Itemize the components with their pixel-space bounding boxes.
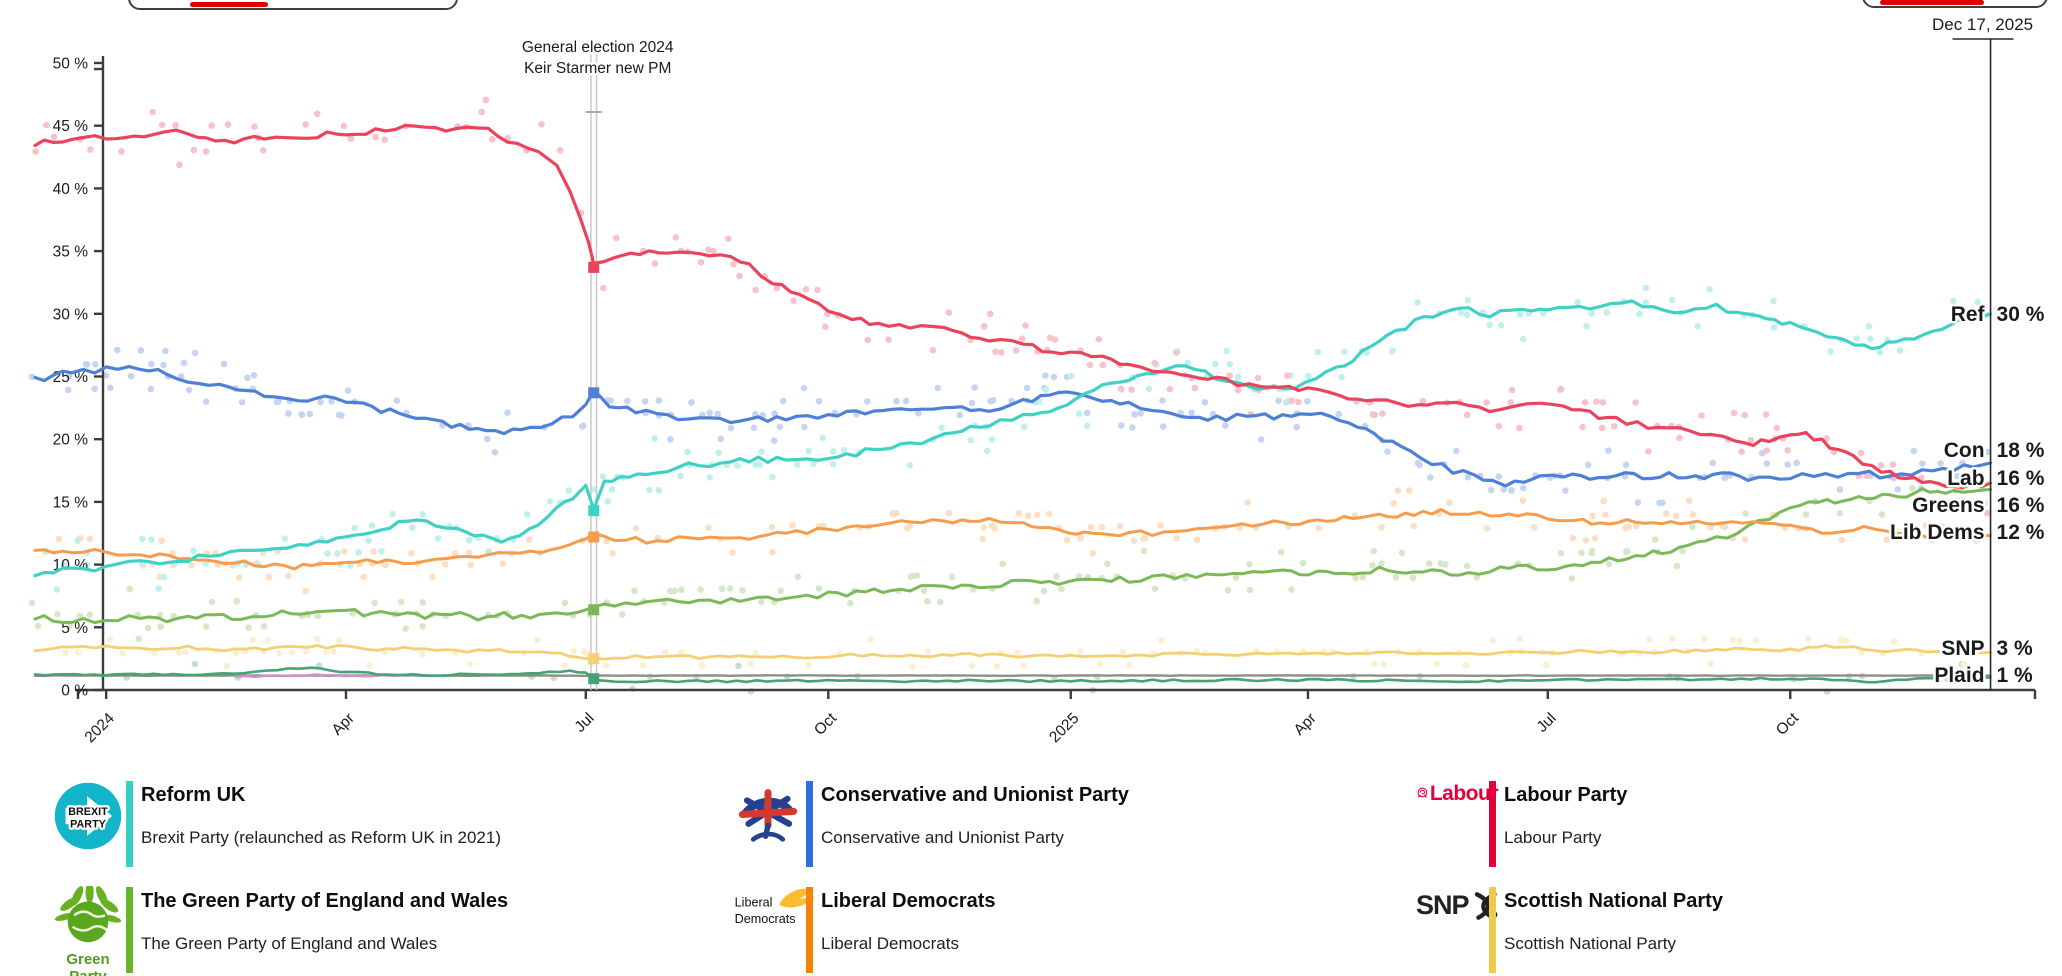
legend-title: The Green Party of England and Wales bbox=[141, 890, 509, 912]
legend-title: Scottish National Party bbox=[1504, 890, 1723, 912]
y-tick-label: 40 % bbox=[53, 181, 89, 198]
election-result-marker-con bbox=[588, 387, 600, 399]
x-tick-label: Apr bbox=[1291, 710, 1320, 739]
y-tick-label: 0 % bbox=[61, 683, 88, 700]
libdem-logo: Liberal Democrats bbox=[733, 886, 817, 976]
end-label-value-libdems: 12 % bbox=[1997, 521, 2045, 544]
conservative-tree-logo bbox=[733, 780, 803, 870]
legend-color-bar bbox=[1489, 781, 1496, 867]
y-tick-label: 50 % bbox=[53, 56, 89, 73]
end-label-name-libdems: Lib Dems bbox=[1890, 521, 1985, 544]
end-label-name-greens: Greens bbox=[1912, 494, 1984, 517]
end-label-name-plaid: Plaid bbox=[1934, 664, 1984, 687]
snp-wordmark: SNP bbox=[1416, 890, 1470, 920]
end-label-name-snp: SNP bbox=[1941, 637, 1984, 660]
series-line-greens bbox=[33, 487, 1992, 625]
x-tick-label: Jul bbox=[1534, 710, 1560, 736]
libdem-wordmark: Democrats bbox=[735, 912, 796, 926]
legend-title: Reform UK bbox=[141, 784, 246, 806]
x-tick-label: Oct bbox=[811, 709, 841, 739]
legend-color-bar bbox=[1489, 887, 1496, 973]
legend-subtitle: Brexit Party (relaunched as Reform UK in… bbox=[141, 828, 501, 847]
green-party-logo: Green Party bbox=[53, 882, 123, 976]
labour-wordmark: Labour bbox=[1429, 782, 1499, 805]
end-label-value-reform: 30 % bbox=[1997, 303, 2045, 326]
x-tick-label: 2025 bbox=[1046, 710, 1082, 746]
legend-color-bar bbox=[126, 781, 133, 867]
legend-subtitle: Conservative and Unionist Party bbox=[821, 828, 1064, 847]
active-tab-indicator bbox=[1880, 0, 1984, 5]
series-line-lab bbox=[33, 123, 1993, 490]
y-tick-label: 15 % bbox=[53, 494, 89, 511]
y-tick-label: 20 % bbox=[53, 432, 89, 449]
snp-logo: SNP bbox=[1416, 886, 1500, 976]
labour-rose-icon bbox=[1417, 787, 1428, 798]
legend-item-greens[interactable]: Green Party The Green Party of England a… bbox=[53, 882, 708, 976]
election-result-marker-greens bbox=[588, 604, 600, 616]
legend-item-labour[interactable]: Labour Labour Party Labour Party bbox=[1416, 780, 2062, 874]
y-tick-label: 45 % bbox=[53, 118, 89, 135]
y-tick-label: 30 % bbox=[53, 306, 89, 323]
election-result-marker-reform bbox=[588, 505, 600, 517]
legend-item-reform[interactable]: BREXIT PARTY Reform UK Brexit Party (rel… bbox=[53, 780, 708, 874]
legend-title: Labour Party bbox=[1504, 784, 1628, 806]
legend-subtitle: The Green Party of England and Wales bbox=[141, 934, 438, 953]
brexit-party-logo: BREXIT PARTY bbox=[53, 780, 123, 870]
end-label-value-snp: 3 % bbox=[1997, 637, 2034, 660]
end-label-value-lab: 16 % bbox=[1997, 467, 2045, 490]
election-result-marker-plaid bbox=[588, 673, 600, 685]
election-marker-line bbox=[585, 47, 602, 690]
green-party-wordmark: Green Party bbox=[66, 951, 110, 976]
legend-color-bar bbox=[126, 887, 133, 973]
cursor-date-label: Dec 17, 2025 bbox=[1932, 15, 2033, 34]
polling-chart[interactable]: 0 %5 %10 %15 %20 %25 %30 %35 %40 %45 %50… bbox=[0, 0, 2062, 772]
legend-title: Liberal Democrats bbox=[821, 890, 996, 912]
end-label-name-lab: Lab bbox=[1947, 467, 1984, 490]
labour-logo: Labour bbox=[1416, 780, 1499, 870]
series-line-reform bbox=[33, 299, 1993, 578]
series-line-con bbox=[33, 365, 1993, 488]
legend-item-snp[interactable]: SNP Scottish National Party Scottish Nat… bbox=[1416, 886, 2062, 976]
legend-item-conservative[interactable]: Conservative and Unionist Party Conserva… bbox=[733, 780, 1388, 874]
legend-item-libdems[interactable]: Liberal Democrats Liberal Democrats Libe… bbox=[733, 886, 1388, 976]
libdem-wordmark: Liberal bbox=[735, 895, 773, 909]
series-line-libdems bbox=[33, 508, 1992, 571]
election-result-marker-snp bbox=[588, 653, 600, 665]
end-label-name-reform: Ref bbox=[1951, 303, 1986, 326]
y-tick-label: 5 % bbox=[61, 620, 88, 637]
active-tab-indicator bbox=[190, 2, 268, 7]
brexit-logo-text: PARTY bbox=[70, 819, 106, 831]
date-cursor-line bbox=[1952, 38, 2014, 690]
x-tick-label: Apr bbox=[329, 710, 358, 739]
end-label-value-plaid: 1 % bbox=[1997, 664, 2034, 687]
legend-subtitle: Scottish National Party bbox=[1504, 934, 1676, 953]
axes bbox=[75, 56, 2037, 699]
election-result-marker-libdems bbox=[588, 531, 600, 543]
end-label-name-con: Con bbox=[1944, 439, 1985, 462]
x-tick-label: 2024 bbox=[82, 710, 119, 747]
election-annotation-line2: Keir Starmer new PM bbox=[524, 60, 671, 77]
legend-color-bar bbox=[806, 781, 813, 867]
election-annotation-line1: General election 2024 bbox=[522, 39, 674, 56]
series-line-snp bbox=[33, 644, 1992, 661]
end-label-value-con: 18 % bbox=[1997, 439, 2045, 462]
legend-color-bar bbox=[806, 887, 813, 973]
election-result-marker-lab bbox=[588, 261, 600, 273]
end-label-value-greens: 16 % bbox=[1997, 494, 2045, 517]
brexit-logo-text: BREXIT bbox=[68, 806, 108, 818]
x-tick-label: Oct bbox=[1773, 709, 1803, 739]
legend-title: Conservative and Unionist Party bbox=[821, 784, 1129, 806]
y-tick-label: 35 % bbox=[53, 244, 89, 261]
series-line-plaid bbox=[33, 666, 1992, 684]
legend-subtitle: Labour Party bbox=[1504, 828, 1602, 847]
legend-subtitle: Liberal Democrats bbox=[821, 934, 959, 953]
x-tick-label: Jul bbox=[572, 710, 598, 736]
